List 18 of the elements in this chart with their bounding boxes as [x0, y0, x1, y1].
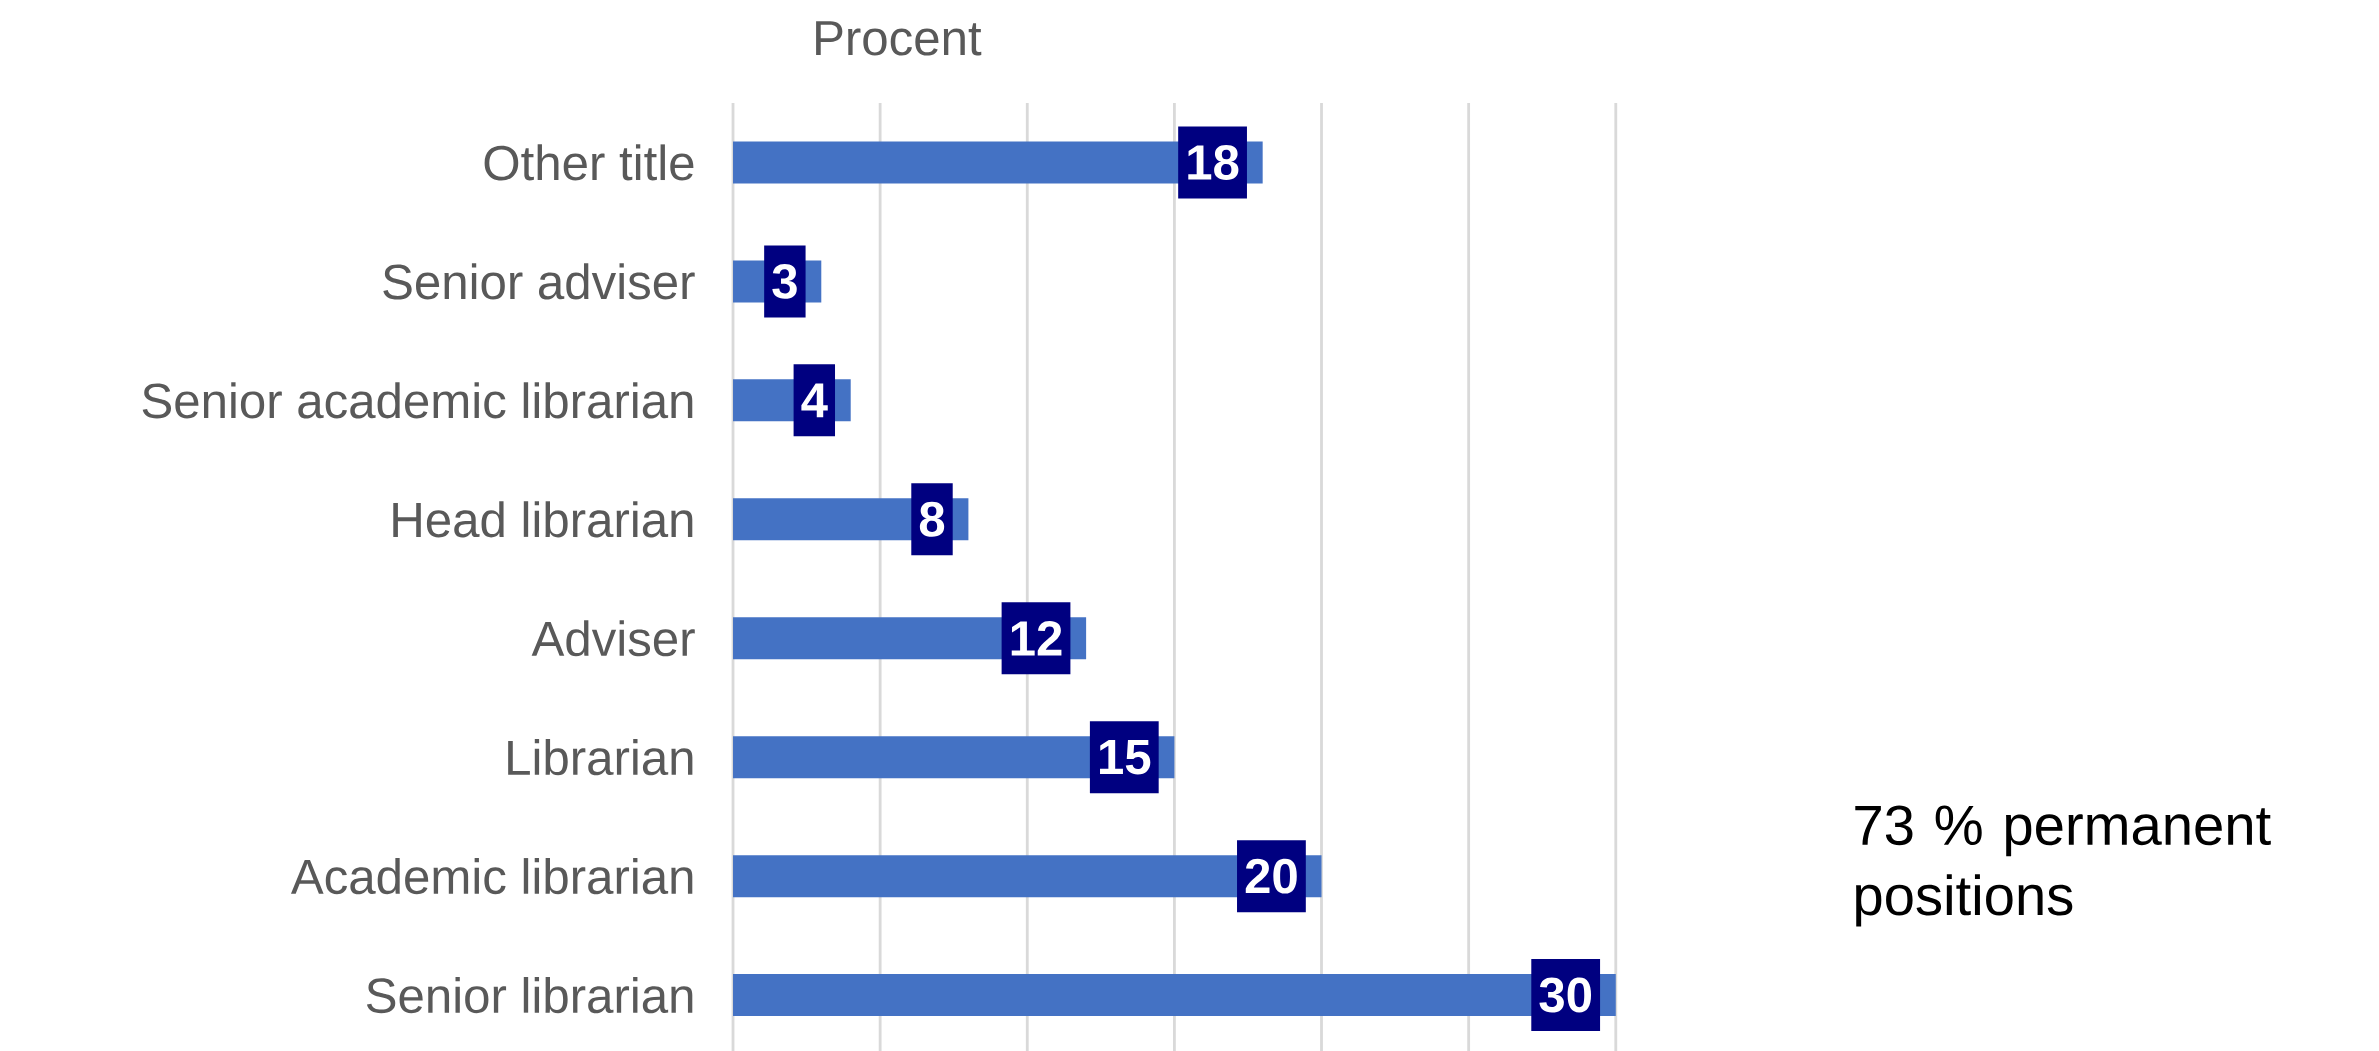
y-tick-label: Head librarian — [393, 501, 693, 538]
data-label: 18 — [1188, 144, 1239, 180]
y-tick-label: Other title — [484, 144, 694, 181]
x-axis-title: Procent — [816, 21, 982, 56]
y-tick-label: Librarian — [508, 739, 693, 776]
y-tick-label: Senior adviser — [383, 263, 695, 300]
y-tick-label: Adviser — [531, 620, 695, 657]
data-label: 12 — [1011, 621, 1062, 656]
data-label: 30 — [1539, 977, 1592, 1013]
y-tick-label: Academic librarian — [290, 858, 693, 895]
data-label: 8 — [919, 501, 945, 537]
text: 73 % permanent positions — [1855, 805, 2271, 927]
data-label: 20 — [1245, 858, 1297, 894]
y-tick-label: Senior academic librarian — [142, 382, 693, 419]
y-tick-label: Senior librarian — [366, 977, 693, 1014]
data-label: 3 — [772, 263, 797, 299]
data-label: 4 — [801, 383, 828, 418]
data-label: 15 — [1100, 740, 1151, 775]
